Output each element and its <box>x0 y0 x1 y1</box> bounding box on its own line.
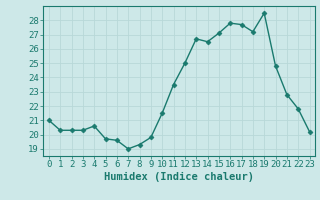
X-axis label: Humidex (Indice chaleur): Humidex (Indice chaleur) <box>104 172 254 182</box>
